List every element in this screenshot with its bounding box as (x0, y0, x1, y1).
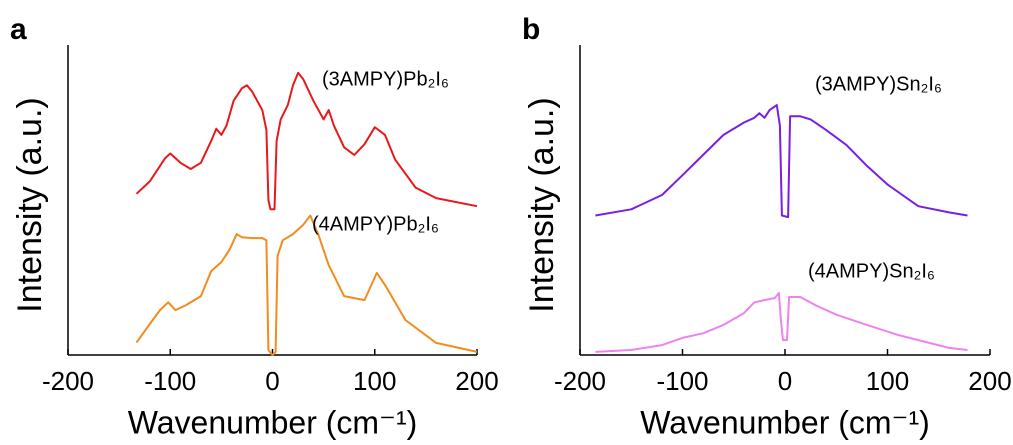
spectrum-line (595, 104, 968, 219)
legend-label: (3AMPY)Sn₂I₆ (815, 73, 942, 95)
legend-label: (4AMPY)Sn₂I₆ (808, 260, 935, 282)
spectrum-line (135, 71, 478, 211)
x-tick-label: 0 (265, 366, 279, 396)
x-tick-label: 200 (455, 366, 498, 396)
x-axis-label: Wavenumber (cm⁻¹) (640, 404, 930, 440)
spectrum-line (595, 292, 968, 353)
x-tick-label: -100 (144, 366, 196, 396)
x-axis-label: Wavenumber (cm⁻¹) (128, 404, 418, 440)
x-tick-label: 100 (866, 366, 909, 396)
y-axis-label: Intensity (a.u.) (11, 97, 49, 312)
x-tick-label: 0 (778, 366, 792, 396)
x-tick-label: -100 (656, 366, 708, 396)
x-tick-label: -200 (554, 366, 606, 396)
spectrum-line (135, 214, 478, 356)
legend-label: (4AMPY)Pb₂I₆ (312, 213, 439, 235)
panel-label: a (10, 13, 27, 46)
y-axis-label: Intensity (a.u.) (523, 97, 561, 312)
panel-label: b (522, 13, 540, 46)
x-tick-label: 200 (968, 366, 1011, 396)
x-tick-label: 100 (353, 366, 396, 396)
legend-label: (3AMPY)Pb₂I₆ (322, 68, 449, 90)
x-tick-label: -200 (42, 366, 94, 396)
